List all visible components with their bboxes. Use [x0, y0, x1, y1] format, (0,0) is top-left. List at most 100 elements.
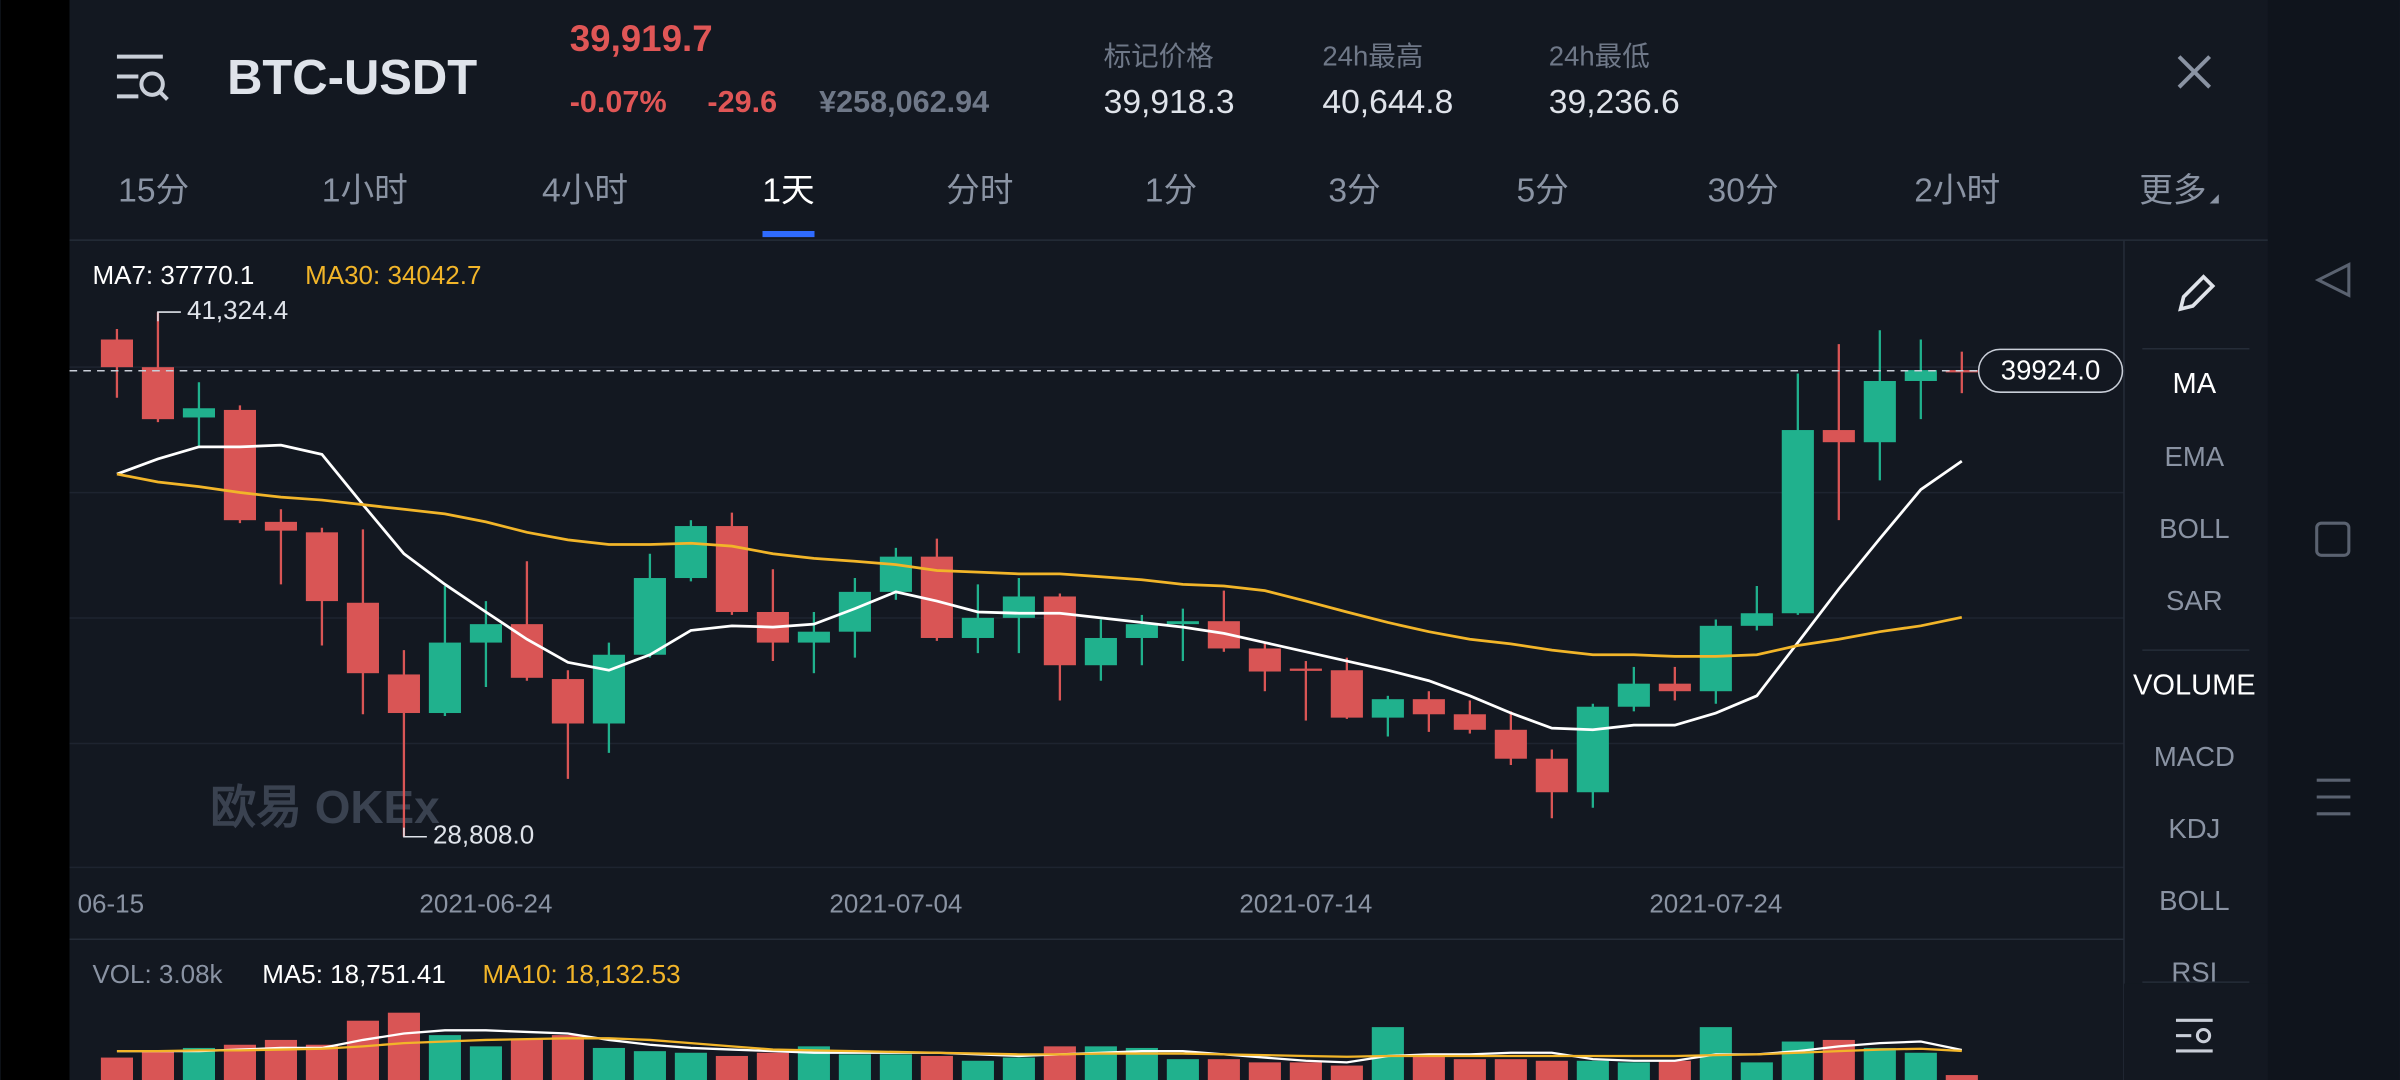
- volume-bar: [1658, 1060, 1691, 1080]
- candle-body: [1822, 430, 1855, 443]
- volume-bar: [1248, 1062, 1281, 1080]
- volume-bar: [1371, 1027, 1404, 1080]
- volume-legend-label: VOL: 3.08k: [92, 959, 223, 989]
- stat-value: 39,918.3: [1104, 84, 1235, 121]
- volume-ma-line: [116, 1037, 1962, 1058]
- candle-body: [674, 526, 707, 579]
- candle-body: [1617, 683, 1650, 707]
- candle-body: [1781, 430, 1814, 614]
- stat-label: 24h最低: [1549, 40, 1650, 71]
- indicator[interactable]: MACD: [2154, 741, 2235, 772]
- indicator[interactable]: BOLL: [2159, 885, 2229, 916]
- candle-body: [469, 624, 502, 643]
- volume-bar: [756, 1052, 789, 1080]
- volume-bar: [1740, 1062, 1773, 1080]
- tab[interactable]: 更多: [2139, 172, 2206, 210]
- volume-bar: [1904, 1052, 1937, 1080]
- candle-body: [346, 602, 379, 674]
- tab[interactable]: 1天: [762, 173, 814, 210]
- volume-bar: [633, 1051, 666, 1080]
- candle-body: [1166, 621, 1199, 625]
- indicator[interactable]: EMA: [2165, 441, 2225, 472]
- change-pct: -0.07%: [570, 85, 667, 119]
- ma-line: [116, 443, 1963, 732]
- low-label: 28,808.0: [433, 820, 534, 850]
- volume-bar: [715, 1055, 748, 1080]
- pair: BTC-USDT: [227, 51, 477, 105]
- tab[interactable]: 1分: [1145, 173, 1197, 210]
- high-marker: [157, 311, 181, 322]
- volume-bar: [1945, 1075, 1978, 1080]
- volume-bar: [100, 1057, 134, 1080]
- watermark: 欧易 OKEx: [210, 781, 440, 833]
- candle-body: [305, 532, 338, 602]
- candle-body: [141, 367, 174, 420]
- stat-value: 39,236.6: [1549, 84, 1680, 121]
- volume-bar: [592, 1047, 625, 1080]
- volume-bar: [920, 1055, 953, 1080]
- ma-line: [116, 472, 1963, 658]
- tab[interactable]: 15分: [118, 173, 189, 210]
- volume-bar: [1412, 1055, 1445, 1080]
- candle-body: [1371, 699, 1404, 718]
- home-button[interactable]: [2315, 521, 2351, 557]
- candle-body: [1658, 683, 1691, 692]
- x-tick-label: 2021-07-04: [829, 888, 962, 918]
- tab[interactable]: 分时: [946, 173, 1013, 210]
- settings-button[interactable]: [2175, 1018, 2213, 1053]
- volume-bar: [305, 1044, 338, 1080]
- last-price-box: [1977, 348, 2124, 393]
- change: -29.6: [707, 85, 777, 119]
- volume-legend-entry: MA5: 18,751.41: [262, 959, 446, 989]
- candle-body: [1289, 668, 1322, 671]
- close-button[interactable]: [2177, 55, 2212, 89]
- stat-value: 40,644.8: [1322, 84, 1453, 121]
- back-button[interactable]: [2314, 262, 2351, 298]
- candle-body: [223, 409, 256, 521]
- x-tick-label: 2021-07-24: [1649, 888, 1782, 918]
- tab[interactable]: 5分: [1516, 173, 1568, 210]
- candle-body: [1330, 670, 1363, 718]
- volume-bar: [387, 1012, 420, 1080]
- tab[interactable]: 3分: [1328, 173, 1380, 210]
- candle-body: [1494, 729, 1527, 759]
- candle-body: [879, 556, 912, 592]
- indicator[interactable]: MA: [2173, 368, 2217, 400]
- x-tick-label: 2021-07-14: [1239, 888, 1372, 918]
- candle-body: [1863, 381, 1896, 443]
- volume-bar: [1207, 1059, 1240, 1080]
- legend-entry: MA7: 37770.1: [92, 260, 254, 290]
- indicator[interactable]: BOLL: [2159, 513, 2229, 544]
- menu-button[interactable]: [116, 54, 169, 101]
- candle-body: [1699, 625, 1732, 692]
- volume-bar: [1330, 1065, 1363, 1080]
- candle-body: [1740, 613, 1773, 626]
- volume-bar: [469, 1046, 502, 1080]
- indicator[interactable]: KDJ: [2168, 813, 2220, 844]
- volume-bar: [1617, 1062, 1650, 1080]
- volume-bar: [674, 1052, 707, 1080]
- candle-body: [1125, 624, 1158, 638]
- stat-label: 标记价格: [1104, 40, 1214, 71]
- nav-bar: [2267, 0, 2400, 1080]
- low-marker: [403, 827, 427, 838]
- recents-button[interactable]: [2316, 778, 2351, 816]
- pencil-tool[interactable]: [2178, 274, 2216, 312]
- candle-body: [1248, 648, 1281, 672]
- tab[interactable]: 2小时: [1914, 173, 2000, 210]
- volume-bar: [346, 1020, 379, 1080]
- tab[interactable]: 30分: [1708, 173, 1779, 210]
- tab[interactable]: 4小时: [542, 173, 628, 210]
- indicator[interactable]: RSI: [2171, 957, 2217, 988]
- volume-bar: [551, 1035, 584, 1080]
- panel-footer: [2123, 983, 2268, 1080]
- candle-body: [387, 674, 420, 714]
- indicator[interactable]: SAR: [2166, 585, 2223, 616]
- tab[interactable]: 1小时: [322, 173, 408, 210]
- volume-bar: [1494, 1059, 1527, 1080]
- indicator[interactable]: VOLUME: [2133, 670, 2256, 702]
- legend-entry: MA30: 34042.7: [305, 260, 481, 290]
